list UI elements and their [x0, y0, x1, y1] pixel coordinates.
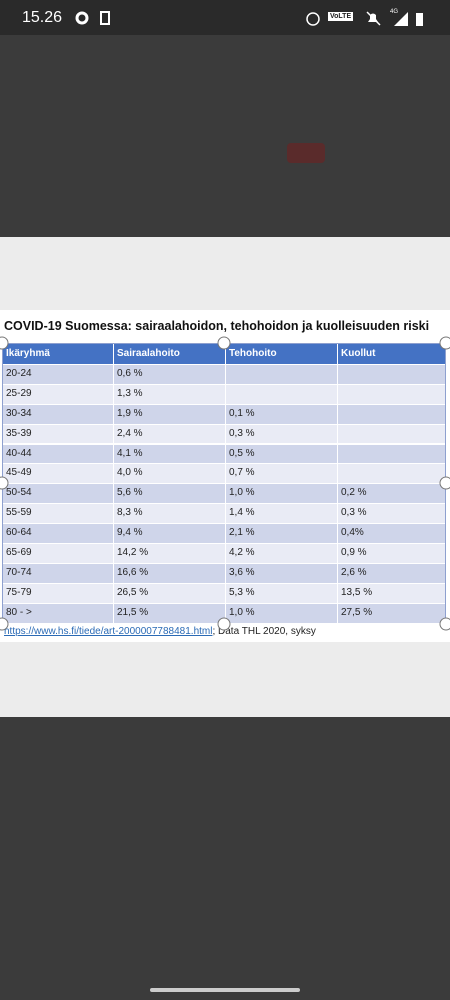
- table-cell: [337, 423, 447, 444]
- alarm-icon: [306, 12, 320, 26]
- header-cell: Kuollut: [337, 344, 447, 364]
- nav-handle[interactable]: [150, 988, 300, 992]
- table-cell: 4,2 %: [225, 543, 337, 563]
- header-cell: Sairaalahoito: [113, 344, 225, 364]
- table-cell: 8,3 %: [113, 503, 225, 524]
- selection-handle: [439, 336, 450, 350]
- table-cell: 1,0 %: [225, 483, 337, 504]
- table-cell: [337, 463, 447, 484]
- table-cell: 0,2 %: [337, 483, 447, 504]
- selection-handle: [0, 476, 9, 490]
- table-cell: 20-24: [6, 367, 32, 379]
- time: 15.26: [22, 9, 63, 26]
- source-link[interactable]: https://www.hs.fi/tiede/art-200000778848…: [4, 626, 213, 637]
- table-cell: 0,9 %: [337, 543, 447, 563]
- table-cell: 26,5 %: [113, 582, 225, 603]
- table-cell: 55-59: [6, 507, 32, 519]
- table-cell: 70-74: [6, 566, 32, 578]
- selection-handle: [0, 617, 9, 631]
- status-icons-left: [75, 11, 110, 25]
- table-cell: 1,4 %: [225, 503, 337, 524]
- table-cell: 30-34: [6, 407, 32, 419]
- table-cell: 0,1 %: [225, 403, 337, 424]
- table-cell: 2,6 %: [337, 562, 447, 583]
- selection-handle: [217, 336, 231, 350]
- table-cell: 80 - >: [6, 606, 32, 618]
- table-footer: https://www.hs.fi/tiede/art-200000778848…: [4, 626, 316, 637]
- table-cell: 4,1 %: [113, 443, 225, 464]
- table-cell: 16,6 %: [113, 562, 225, 583]
- table-cell: 5,6 %: [113, 483, 225, 504]
- table-cell: 3,6 %: [225, 562, 337, 583]
- table-cell: 40-44: [6, 447, 32, 459]
- table-cell: [225, 383, 337, 404]
- table-cell: 0,6 %: [113, 363, 225, 384]
- table-cell: 1,0 %: [225, 602, 337, 623]
- table-cell: 0,3 %: [225, 423, 337, 444]
- table-cell: [337, 403, 447, 424]
- table-cell: 45-49: [6, 467, 32, 479]
- table-cell: 13,5 %: [337, 582, 447, 603]
- table-cell: 0,3 %: [337, 503, 447, 524]
- table-title: COVID-19 Suomessa: sairaalahoidon, tehoh…: [4, 319, 430, 333]
- table-cell: 0,4%: [337, 523, 447, 543]
- selection-handle: [439, 476, 450, 490]
- table-cell: [337, 363, 447, 384]
- table-cell: 14,2 %: [113, 543, 225, 563]
- table-cell: 50-54: [6, 487, 32, 499]
- table-cell: 4,0 %: [113, 463, 225, 484]
- table-cell: 0,5 %: [225, 443, 337, 464]
- table-image: COVID-19 Suomessa: sairaalahoidon, tehoh…: [0, 310, 450, 642]
- table-cell: 21,5 %: [113, 602, 225, 623]
- table-cell: 75-79: [6, 586, 32, 598]
- table-cell: 5,3 %: [225, 582, 337, 603]
- status-bar: 15.26 VoLTE 4G: [0, 0, 450, 35]
- mute-icon: [366, 11, 381, 26]
- table-cell: 9,4 %: [113, 523, 225, 543]
- table-cell: [337, 383, 447, 404]
- selection-handle: [439, 617, 450, 631]
- table-cell: 65-69: [6, 547, 32, 558]
- table-cell: [225, 363, 337, 384]
- table-cell: 25-29: [6, 387, 32, 399]
- table-cell: [337, 443, 447, 464]
- blurred-background: [287, 143, 325, 163]
- selection-handle: [217, 617, 231, 631]
- table-cell: 0,7 %: [225, 463, 337, 484]
- table-cell: 27,5 %: [337, 602, 447, 623]
- table-cell: 2,4 %: [113, 423, 225, 444]
- table-cell: 1,9 %: [113, 403, 225, 424]
- header-cell: Ikäryhmä: [6, 348, 50, 359]
- table-cell: 60-64: [6, 527, 32, 539]
- source-text: ; Data THL 2020, syksy: [212, 626, 316, 637]
- table-cell: 35-39: [6, 427, 32, 439]
- network-label: VoLTE: [328, 12, 354, 21]
- selection-handle: [0, 336, 9, 350]
- signal-label: 4G: [390, 9, 399, 15]
- table-cell: 2,1 %: [225, 523, 337, 543]
- signal-battery: [394, 12, 423, 26]
- header-cell: Tehohoito: [225, 344, 337, 364]
- table-cell: 1,3 %: [113, 383, 225, 404]
- table: Ikäryhmä Sairaalahoito Tehohoito Kuollut 20-…: [2, 343, 446, 623]
